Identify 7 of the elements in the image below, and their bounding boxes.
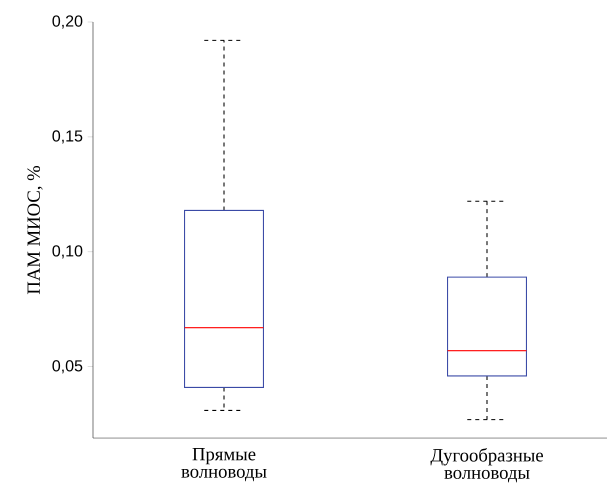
- x-tick-label: Дугообразные волноводы: [430, 448, 543, 482]
- y-tick-label: 0,10: [52, 245, 82, 258]
- x-tick-label: Прямые волноводы: [181, 448, 267, 482]
- y-tick-label: 0,05: [52, 360, 82, 374]
- y-tick-label: 0,15: [52, 130, 82, 144]
- y-axis-title: ПАМ МИОС, %: [27, 166, 43, 294]
- y-tick-label: 0,20: [52, 15, 82, 29]
